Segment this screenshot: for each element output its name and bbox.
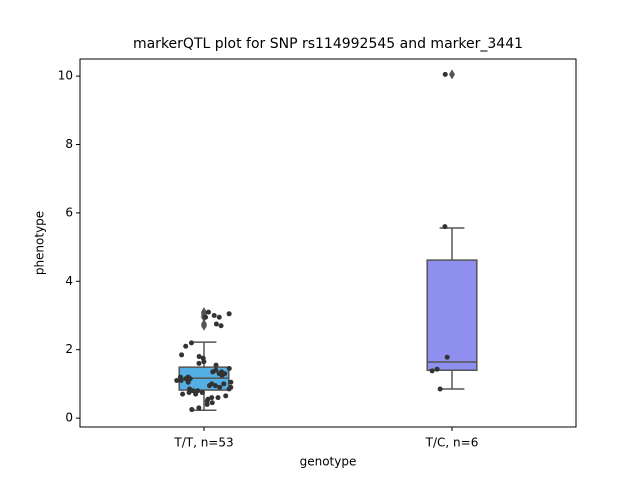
y-tick-label: 8	[65, 137, 73, 151]
flier	[449, 69, 455, 80]
point	[196, 360, 202, 366]
point	[213, 321, 219, 327]
point	[178, 377, 184, 383]
point	[186, 389, 192, 395]
point	[190, 388, 196, 394]
y-tick-label: 6	[65, 205, 73, 219]
point	[204, 401, 210, 407]
point	[193, 391, 199, 397]
flier	[201, 320, 207, 331]
point	[442, 71, 448, 77]
x-tick-label: T/C, n=6	[425, 436, 479, 450]
point	[209, 400, 215, 406]
point	[216, 314, 222, 320]
point	[206, 383, 212, 389]
point	[226, 386, 232, 392]
x-tick-label: T/T, n=53	[173, 436, 233, 450]
y-tick-label: 2	[65, 342, 73, 356]
chart-title: markerQTL plot for SNP rs114992545 and m…	[133, 36, 523, 52]
point	[211, 313, 217, 319]
point	[215, 395, 221, 401]
y-tick-label: 0	[65, 411, 73, 425]
point	[174, 377, 180, 383]
point	[212, 383, 218, 389]
plot-frame	[79, 58, 577, 428]
point	[196, 405, 202, 411]
point	[226, 366, 232, 372]
point	[217, 384, 223, 390]
point	[226, 311, 232, 317]
point	[206, 309, 212, 315]
point	[189, 407, 195, 413]
point	[179, 352, 185, 358]
point	[180, 391, 186, 397]
point	[429, 368, 435, 374]
point	[201, 359, 207, 365]
point	[199, 389, 205, 395]
point	[183, 343, 189, 349]
point	[219, 372, 225, 378]
y-tick-label: 4	[65, 274, 73, 288]
point	[228, 379, 234, 385]
point	[213, 362, 219, 368]
point	[434, 366, 440, 372]
point	[209, 395, 215, 401]
point	[188, 340, 194, 346]
x-axis-label: genotype	[300, 455, 357, 469]
point	[185, 379, 191, 385]
point	[203, 314, 209, 320]
point	[444, 354, 450, 360]
point	[442, 224, 448, 230]
point	[437, 386, 443, 392]
point	[218, 323, 224, 329]
y-tick-label: 10	[58, 69, 73, 83]
box	[426, 259, 478, 371]
point	[223, 393, 229, 399]
y-axis-label: phenotype	[33, 211, 47, 275]
point	[210, 369, 216, 375]
point	[196, 354, 202, 360]
point	[221, 381, 227, 387]
